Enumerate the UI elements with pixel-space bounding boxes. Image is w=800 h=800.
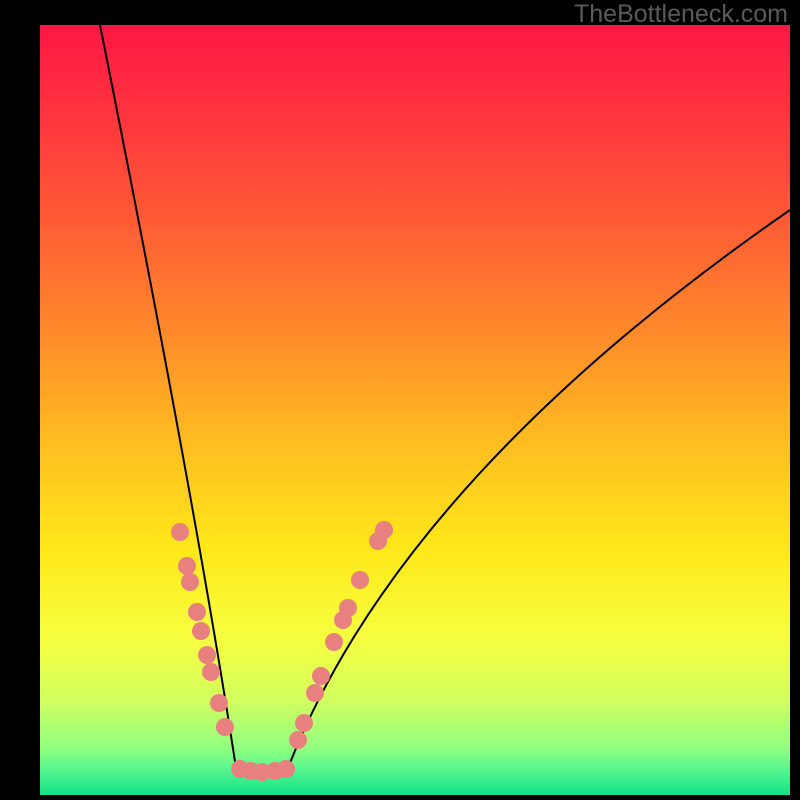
data-markers-group: [171, 521, 393, 781]
data-marker: [351, 571, 369, 589]
data-marker: [192, 622, 210, 640]
data-marker: [339, 599, 357, 617]
data-marker: [289, 731, 307, 749]
data-marker: [210, 694, 228, 712]
data-marker: [216, 718, 234, 736]
data-marker: [188, 603, 206, 621]
data-marker: [181, 573, 199, 591]
curve-right-branch: [288, 210, 790, 768]
watermark-text: TheBottleneck.com: [574, 0, 788, 29]
data-marker: [312, 667, 330, 685]
data-marker: [375, 521, 393, 539]
data-marker: [295, 714, 313, 732]
data-marker: [171, 523, 189, 541]
data-marker: [178, 557, 196, 575]
data-marker: [306, 684, 324, 702]
data-marker: [202, 663, 220, 681]
data-marker: [198, 646, 216, 664]
data-marker: [277, 760, 295, 778]
data-marker: [325, 633, 343, 651]
chart-svg: [0, 0, 800, 800]
chart-stage: TheBottleneck.com: [0, 0, 800, 800]
